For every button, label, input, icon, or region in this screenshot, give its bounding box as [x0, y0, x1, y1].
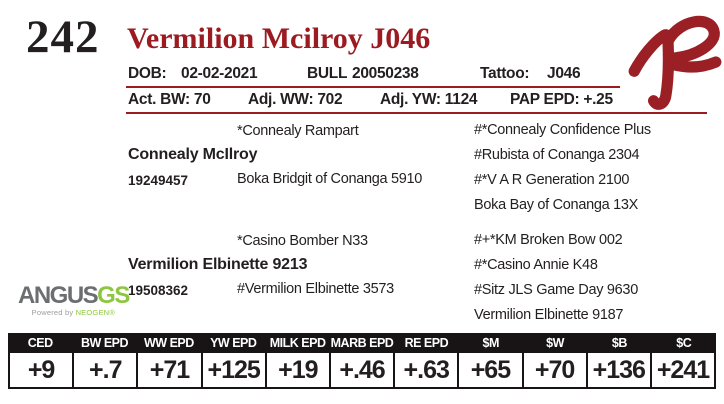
divider-line-1 [126, 86, 620, 88]
sire-name: Connealy McIlroy [128, 146, 258, 163]
epd-value-bw: +.7 [72, 353, 136, 387]
epd-col-yw: YW EPD [210, 336, 257, 350]
epd-col-milk: MILK EPD [269, 336, 326, 350]
neogen-tagline: Powered by NEOGEN® [18, 308, 115, 317]
angus-word: ANGUS [18, 282, 99, 309]
epd-value-yw: +125 [200, 353, 265, 387]
dob-label: DOB: [128, 65, 167, 82]
epd-value-dollar-c: +241 [649, 353, 714, 387]
epd-value-ced: +9 [27, 356, 56, 384]
sire-grandsire: *Connealy Rampart [237, 123, 359, 139]
dam-ancestor-4: Vermilion Elbinette 9187 [474, 307, 624, 323]
epd-table-values: +9 +.7 +71 +125 +19 +.46 +.63 +65 +70 +1… [8, 353, 716, 389]
act-bw-label: Act. BW: [128, 91, 190, 108]
epd-value-ww: +71 [136, 353, 200, 387]
dam-ancestor-2: #*Casino Annie K48 [474, 257, 598, 273]
pap-epd-value: +.25 [583, 91, 613, 108]
epd-table: CED BW EPD WW EPD YW EPD MILK EPD MARB E… [8, 333, 716, 389]
sex-label: BULL [307, 65, 348, 82]
sire-ancestor-2: #Rubista of Conanga 2304 [474, 147, 640, 163]
angus-gs-wordmark: ANGUSGS [18, 282, 130, 309]
epd-col-dollar-w: $W [546, 336, 564, 350]
act-bw-value: 70 [193, 91, 211, 108]
dob-value: 02-02-2021 [181, 65, 258, 82]
sire-reg-number: 19249457 [128, 173, 189, 188]
epd-table-header: CED BW EPD WW EPD YW EPD MILK EPD MARB E… [8, 333, 716, 353]
pap-epd-label: PAP EPD: [510, 91, 580, 108]
dam-ancestor-1: #+*KM Broken Bow 002 [474, 232, 623, 248]
powered-by-text: Powered by [31, 308, 76, 317]
epd-col-ww: WW EPD [144, 336, 194, 350]
sire-ancestor-4: Boka Bay of Conanga 13X [474, 197, 638, 213]
adj-yw-value: 1124 [444, 91, 478, 108]
epd-value-re: +.63 [393, 353, 457, 387]
adj-ww-value: 702 [317, 91, 343, 108]
divider-line-2 [126, 112, 707, 114]
pap-epd-stat: PAP EPD: +.25 [510, 91, 613, 109]
tattoo-value: J046 [547, 65, 581, 82]
sire-ancestor-3: #*V A R Generation 2100 [474, 172, 630, 188]
angus-gs-logo: ANGUSGS Powered by NEOGEN® [18, 282, 130, 318]
epd-value-dollar-w: +70 [521, 353, 586, 387]
epd-col-dollar-c: $C [676, 336, 692, 350]
tattoo-label: Tattoo: [480, 65, 530, 82]
ranch-brand-icon [628, 15, 722, 110]
registration-number: 20050238 [352, 65, 419, 82]
adj-yw-stat: Adj. YW: 1124 [380, 91, 478, 109]
dam-grandsire: *Casino Bomber N33 [237, 233, 368, 249]
dam-reg-number: 19508362 [128, 283, 189, 298]
epd-col-dollar-b: $B [611, 336, 627, 350]
dam-ancestor-3: #Sitz JLS Game Day 9630 [474, 282, 638, 298]
act-bw-stat: Act. BW: 70 [128, 91, 211, 109]
epd-value-milk: +19 [264, 353, 329, 387]
epd-col-marb: MARB EPD [330, 336, 394, 350]
epd-value-dollar-b: +136 [585, 353, 650, 387]
epd-col-ced: CED [27, 336, 53, 350]
epd-col-re: RE EPD [404, 336, 449, 350]
epd-col-bw: BW EPD [81, 336, 129, 350]
lot-number: 242 [26, 11, 100, 63]
adj-ww-label: Adj. WW: [248, 91, 314, 108]
dam-name: Vermilion Elbinette 9213 [128, 256, 308, 273]
adj-yw-label: Adj. YW: [380, 91, 441, 108]
adj-ww-stat: Adj. WW: 702 [248, 91, 343, 109]
epd-value-dollar-m: +65 [457, 353, 521, 387]
sire-ancestor-1: #*Connealy Confidence Plus [474, 122, 651, 138]
sire-granddam: Boka Bridgit of Conanga 5910 [237, 171, 423, 187]
dam-granddam: #Vermilion Elbinette 3573 [237, 281, 394, 297]
epd-col-dollar-m: $M [482, 336, 500, 350]
neogen-word: NEOGEN® [75, 308, 115, 317]
epd-value-marb: +.46 [328, 353, 393, 387]
animal-name-title: Vermilion Mcilroy J046 [127, 22, 431, 55]
gs-word: GS [97, 282, 130, 309]
